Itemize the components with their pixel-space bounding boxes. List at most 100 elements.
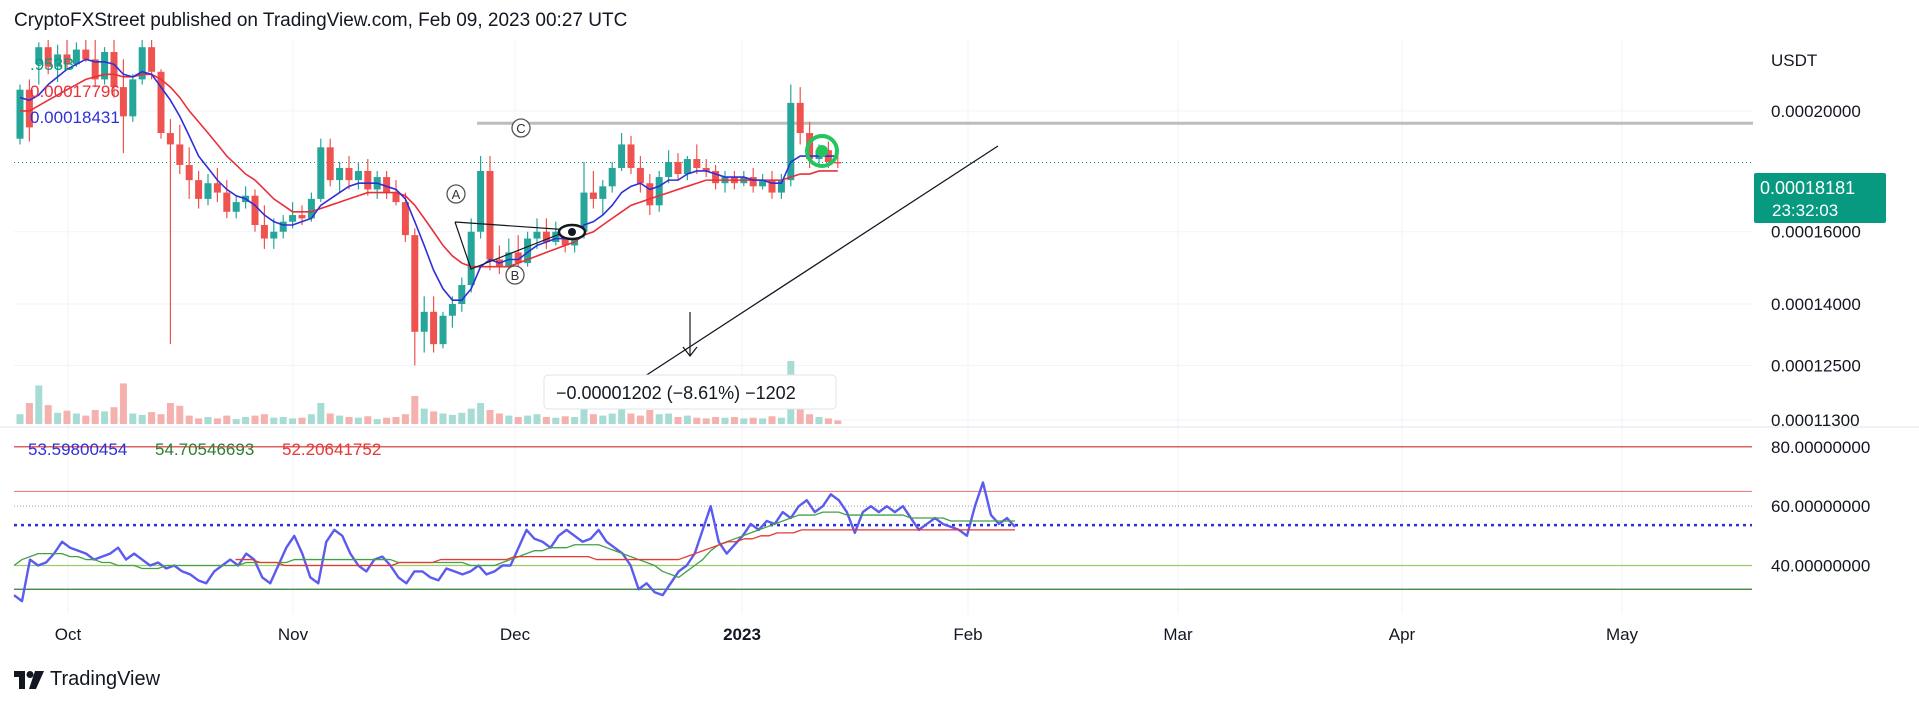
candle-body [524,238,532,264]
candle-body [119,87,127,117]
candle-body [260,225,268,239]
volume-bar [25,403,33,424]
candle-body [336,167,344,181]
wave-label-circle [446,184,466,204]
volume-bar [176,405,184,424]
volume-bar [542,417,550,424]
volume-bar [383,417,391,424]
candle-body [552,231,560,242]
candle-body [195,180,203,199]
volume-bar [693,417,701,424]
price-tick-label: 0.00012500 [1771,356,1861,375]
candle-body [223,192,231,212]
publish-header: CryptoFXStreet published on TradingView.… [14,10,628,31]
time-tick-label: Oct [55,625,82,644]
candle-body [627,144,635,168]
volume-bar [354,417,362,424]
candle-body [16,89,24,139]
candle-body [420,311,428,332]
brand-name[interactable]: TradingView [50,668,161,690]
volume-bar [589,414,597,424]
candle-body [91,59,99,80]
time-tick-label: Nov [278,625,309,644]
candle-body [232,202,240,212]
volume-bar [834,420,842,424]
rsi-legend-ma-slow: 52.20641752 [282,440,381,459]
candle-body [345,167,353,181]
candle-body [777,180,785,193]
candle-body [514,252,522,264]
volume-bar [195,418,203,424]
candle-body [796,102,804,134]
volume-bar [430,411,438,424]
footer-branding: TradingView [14,668,160,691]
volume-bar [571,417,579,424]
volume-bar [777,417,785,424]
candle-body [759,180,767,187]
volume-bar [307,414,315,424]
volume-bar [477,403,485,424]
grid-lines [0,40,1919,614]
volume-bar [364,416,372,424]
volume-bar [533,414,541,424]
trendline [641,145,999,379]
volume-bar [608,413,616,424]
price-axis[interactable]: 0.00020000 0.00016000 0.00014000 0.00012500… [1771,102,1870,576]
tradingview-logo-icon [14,670,44,689]
wave-label-circle [511,118,531,138]
candle-body [599,186,607,199]
candle-body [486,170,494,260]
price-tick-label: 0.00014000 [1771,295,1861,314]
candle-body [110,52,118,88]
volume-bar [326,413,334,424]
price-tick-label: 0.00011300 [1771,411,1860,430]
candle-body [411,235,419,332]
volume-bar [505,415,513,424]
candle-body [204,183,212,199]
volume-bar [204,417,212,424]
rsi-tick-label: 60.00000000 [1771,497,1870,516]
price-tick-label: 0.00016000 [1771,223,1861,242]
volume-bar [561,416,569,424]
publisher-name[interactable]: CryptoFXStreet [14,10,145,31]
volume-bar [467,408,475,424]
volume-bar [730,417,738,424]
volume-bar [815,417,823,424]
time-tick-label: Feb [953,625,982,644]
candle-body [655,177,663,206]
candle-body [768,180,776,193]
candle-body [401,202,409,236]
volume-bar [242,417,250,424]
time-axis[interactable]: Oct Nov Dec 2023 Feb Mar Apr May [55,625,1639,644]
volume-bar [636,415,644,424]
volume-bar [185,415,193,424]
volume-bar [72,413,80,424]
candle-body [166,133,174,145]
volume-bar [420,408,428,424]
time-tick-label: Mar [1163,625,1193,644]
candle-body [25,89,33,128]
volume-bar [824,418,832,424]
candle-body [665,161,673,178]
candle-body [354,170,362,181]
volume-bar [138,414,146,424]
volume-bar [439,413,447,424]
signal-ring [805,134,839,168]
measure-tooltip: −0.00001202 (−8.61%) −1202 [543,374,837,410]
volume-bar [289,418,297,424]
last-price-value: 0.00018181 [1760,178,1855,198]
candle-body [712,170,720,184]
candle-countdown: 23:32:03 [1772,201,1838,220]
volume-bar [448,414,456,424]
candle-body [787,102,795,181]
eye-icon-pupil [568,228,576,236]
volume-bars [16,361,842,424]
signal-dot [816,145,828,157]
candle-body [279,221,287,232]
volume-bar [270,417,278,424]
time-tick-label: Dec [500,625,531,644]
measure-arrow-head [682,346,698,357]
candle-body [185,164,193,181]
candle-body [213,183,221,193]
